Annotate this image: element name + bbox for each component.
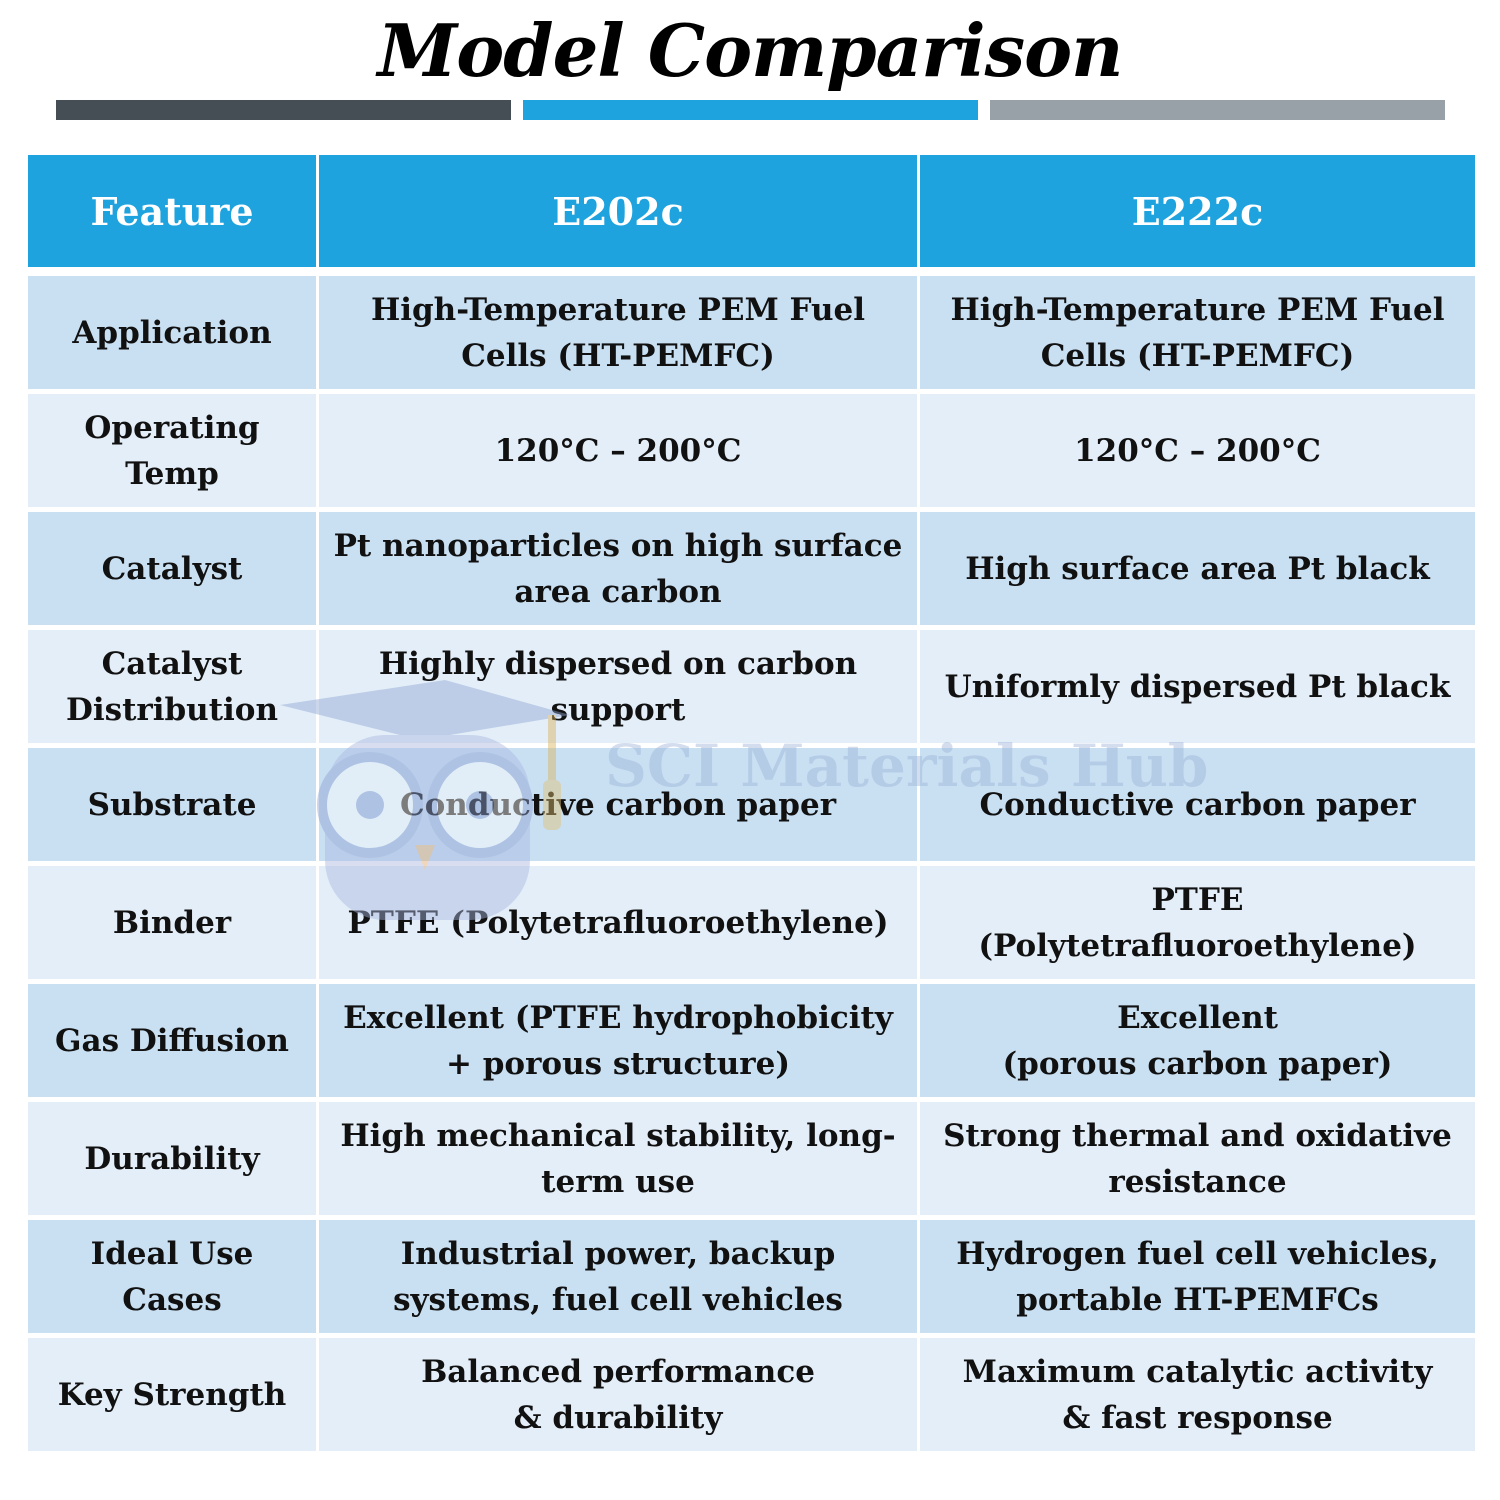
table-row: Catalyst Pt nanoparticles on high surfac…: [28, 512, 1475, 630]
feature-cell: Ideal Use Cases: [28, 1220, 319, 1338]
header-feature: Feature: [28, 155, 319, 276]
e202c-cell: Industrial power, backup systems, fuel c…: [319, 1220, 920, 1338]
comparison-table-container: Feature E202c E222c Application High-Tem…: [28, 155, 1475, 1473]
e222c-cell: Hydrogen fuel cell vehicles, portable HT…: [920, 1220, 1475, 1338]
feature-cell: Catalyst: [28, 512, 319, 630]
table-row: Substrate Conductive carbon paper Conduc…: [28, 748, 1475, 866]
header-e222c: E222c: [920, 155, 1475, 276]
e202c-cell: Balanced performance & durability: [319, 1338, 920, 1451]
e202c-cell: PTFE (Polytetrafluoroethylene): [319, 866, 920, 984]
title-underline-left: [56, 100, 511, 120]
table-row: Gas Diffusion Excellent (PTFE hydrophobi…: [28, 984, 1475, 1102]
e202c-cell: Pt nanoparticles on high surface area ca…: [319, 512, 920, 630]
header-row: Feature E202c E222c: [28, 155, 1475, 276]
e202c-cell: High mechanical stability, long- term us…: [319, 1102, 920, 1220]
e222c-cell: Conductive carbon paper: [920, 748, 1475, 866]
title-underline-right: [990, 100, 1445, 120]
e222c-cell: High-Temperature PEM Fuel Cells (HT-PEMF…: [920, 276, 1475, 394]
e222c-cell: PTFE (Polytetrafluoroethylene): [920, 866, 1475, 984]
e222c-cell: Uniformly dispersed Pt black: [920, 630, 1475, 748]
table-row: Binder PTFE (Polytetrafluoroethylene) PT…: [28, 866, 1475, 984]
e222c-cell: Excellent (porous carbon paper): [920, 984, 1475, 1102]
feature-cell: Operating Temp: [28, 394, 319, 512]
feature-cell: Gas Diffusion: [28, 984, 319, 1102]
title-underline-middle: [523, 100, 978, 120]
comparison-table: Feature E202c E222c Application High-Tem…: [28, 155, 1475, 1451]
table-row: Operating Temp 120°C – 200°C 120°C – 200…: [28, 394, 1475, 512]
feature-cell: Binder: [28, 866, 319, 984]
e202c-cell: Excellent (PTFE hydrophobicity + porous …: [319, 984, 920, 1102]
table-row: Catalyst Distribution Highly dispersed o…: [28, 630, 1475, 748]
e222c-cell: Maximum catalytic activity & fast respon…: [920, 1338, 1475, 1451]
table-row: Durability High mechanical stability, lo…: [28, 1102, 1475, 1220]
e202c-cell: Conductive carbon paper: [319, 748, 920, 866]
e202c-cell: 120°C – 200°C: [319, 394, 920, 512]
feature-cell: Application: [28, 276, 319, 394]
feature-cell: Substrate: [28, 748, 319, 866]
feature-cell: Durability: [28, 1102, 319, 1220]
feature-cell: Key Strength: [28, 1338, 319, 1451]
e222c-cell: Strong thermal and oxidative resistance: [920, 1102, 1475, 1220]
e202c-cell: High-Temperature PEM Fuel Cells (HT-PEMF…: [319, 276, 920, 394]
header-e202c: E202c: [319, 155, 920, 276]
table-row: Key Strength Balanced performance & dura…: [28, 1338, 1475, 1451]
e222c-cell: 120°C – 200°C: [920, 394, 1475, 512]
e202c-cell: Highly dispersed on carbon support: [319, 630, 920, 748]
feature-cell: Catalyst Distribution: [28, 630, 319, 748]
table-row: Application High-Temperature PEM Fuel Ce…: [28, 276, 1475, 394]
e222c-cell: High surface area Pt black: [920, 512, 1475, 630]
table-row: Ideal Use Cases Industrial power, backup…: [28, 1220, 1475, 1338]
page-title: Model Comparison: [377, 8, 1124, 93]
